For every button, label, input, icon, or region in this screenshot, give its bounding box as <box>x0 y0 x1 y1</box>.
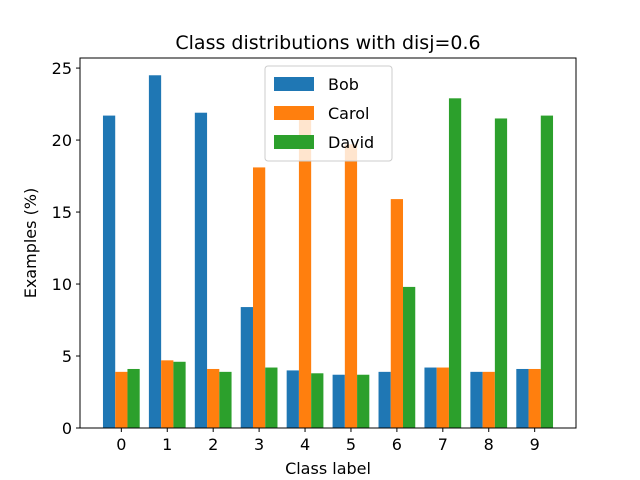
x-tick-label: 1 <box>162 435 172 454</box>
bar-bob-9 <box>516 368 529 428</box>
legend: Bob Carol David <box>264 65 393 162</box>
bar-bob-0 <box>102 115 116 428</box>
bar-carol-9 <box>528 368 541 428</box>
bar-bob-8 <box>470 371 483 428</box>
bar-bob-2 <box>194 112 208 429</box>
bar-david-3 <box>265 367 278 428</box>
x-axis-ticks: 0 1 2 3 4 5 6 7 8 9 <box>116 428 540 454</box>
bar-bob-6 <box>378 371 391 428</box>
bar-bob-3 <box>240 307 253 428</box>
y-tick-label: 10 <box>52 275 72 294</box>
chart-title: Class distributions with disj=0.6 <box>175 32 480 54</box>
legend-label-david: David <box>328 133 374 152</box>
bar-carol-3 <box>252 167 266 429</box>
bar-carol-2 <box>207 368 220 428</box>
y-axis-label: Examples (%) <box>21 188 40 299</box>
bar-carol-6 <box>390 199 404 428</box>
x-tick-label: 8 <box>484 435 494 454</box>
bars-layer <box>102 75 554 429</box>
legend-swatch-carol <box>274 106 314 120</box>
bar-bob-4 <box>286 370 299 428</box>
bar-david-0 <box>127 368 140 428</box>
x-tick-label: 9 <box>530 435 540 454</box>
bar-david-8 <box>494 118 508 429</box>
legend-label-bob: Bob <box>328 75 359 94</box>
bar-carol-1 <box>161 360 174 428</box>
bar-carol-0 <box>115 371 128 428</box>
legend-label-carol: Carol <box>328 104 369 123</box>
bar-david-6 <box>403 286 416 428</box>
y-tick-label: 0 <box>62 419 72 438</box>
bar-carol-8 <box>482 371 495 428</box>
bar-david-5 <box>357 374 370 428</box>
y-tick-label: 15 <box>52 203 72 222</box>
bar-david-2 <box>219 371 232 428</box>
bar-david-1 <box>173 361 186 428</box>
x-tick-label: 2 <box>208 435 218 454</box>
y-tick-label: 5 <box>62 347 72 366</box>
bar-carol-5 <box>344 144 358 428</box>
x-tick-label: 3 <box>254 435 264 454</box>
y-tick-label: 20 <box>52 131 72 150</box>
x-tick-label: 7 <box>438 435 448 454</box>
bar-david-9 <box>540 115 554 428</box>
bar-bob-5 <box>332 374 345 428</box>
bar-carol-7 <box>436 367 449 428</box>
x-tick-label: 6 <box>392 435 402 454</box>
bar-david-4 <box>311 373 324 428</box>
x-axis-label: Class label <box>285 459 371 478</box>
x-tick-label: 5 <box>346 435 356 454</box>
legend-swatch-bob <box>274 77 314 91</box>
y-axis-ticks: 0 5 10 15 20 25 <box>52 59 80 438</box>
x-tick-label: 4 <box>300 435 310 454</box>
x-tick-label: 0 <box>116 435 126 454</box>
bar-david-7 <box>448 98 462 429</box>
y-tick-label: 25 <box>52 59 72 78</box>
bar-carol-4 <box>298 114 312 428</box>
bar-bob-1 <box>148 75 162 428</box>
legend-swatch-david <box>274 135 314 149</box>
bar-bob-7 <box>424 367 437 428</box>
plot-frame <box>79 57 577 429</box>
